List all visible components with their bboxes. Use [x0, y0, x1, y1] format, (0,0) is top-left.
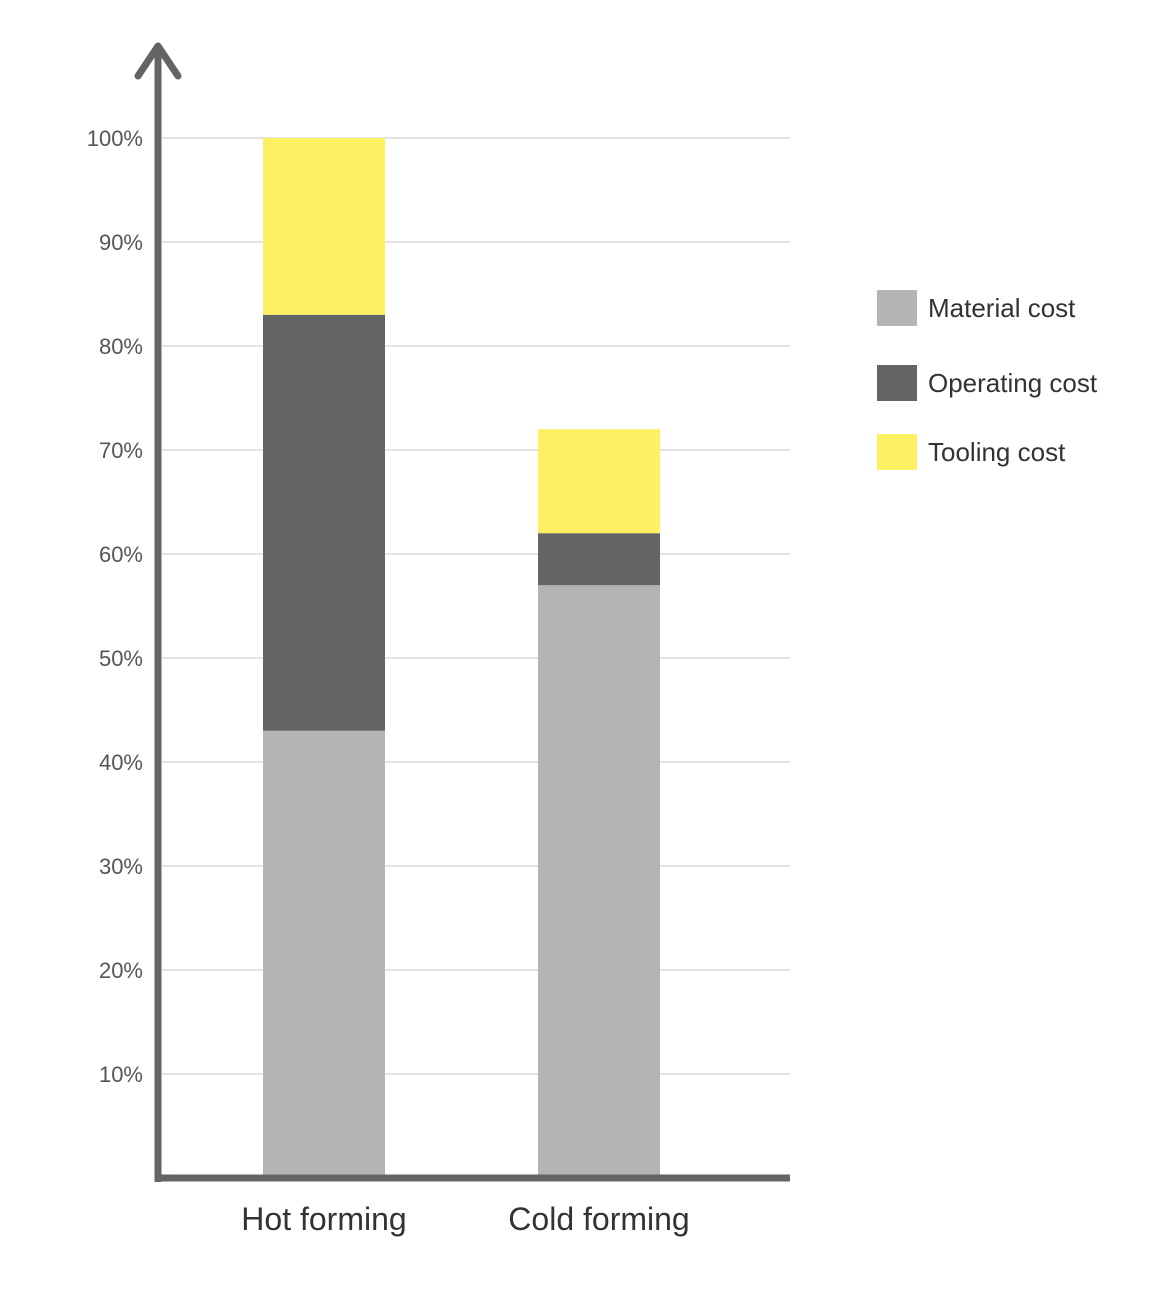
bar-segment-material-cost [263, 730, 385, 1178]
bars [263, 138, 660, 1178]
y-tick-label: 100% [87, 126, 143, 151]
x-category-labels: Hot forming Cold forming [241, 1201, 689, 1237]
legend-swatch [877, 434, 917, 470]
bar-segment-material-cost [538, 585, 660, 1178]
bar-segment-operating-cost [263, 314, 385, 731]
axes [134, 42, 790, 1182]
y-tick-label: 10% [99, 1062, 143, 1087]
x-category-label: Hot forming [241, 1201, 406, 1237]
bar-segment-tooling-cost [263, 138, 385, 315]
y-tick-label: 50% [99, 646, 143, 671]
y-tick-label: 30% [99, 854, 143, 879]
y-tick-label: 40% [99, 750, 143, 775]
x-category-label: Cold forming [508, 1201, 689, 1237]
legend-label: Material cost [928, 293, 1076, 323]
y-tick-label: 20% [99, 958, 143, 983]
y-tick-label: 90% [99, 230, 143, 255]
y-tick-label: 80% [99, 334, 143, 359]
legend-swatch [877, 290, 917, 326]
y-tick-label: 70% [99, 438, 143, 463]
legend-label: Operating cost [928, 368, 1098, 398]
y-tick-labels: 10% 20% 30% 40% 50% 60% 70% 80% 90% 100% [87, 126, 143, 1087]
bar-segment-operating-cost [538, 533, 660, 586]
gridlines [158, 137, 790, 1075]
y-axis-arrow [134, 42, 182, 80]
bar-segment-tooling-cost [538, 429, 660, 534]
legend: Material cost Operating cost Tooling cost [877, 290, 1098, 470]
legend-swatch [877, 365, 917, 401]
y-tick-label: 60% [99, 542, 143, 567]
legend-label: Tooling cost [928, 437, 1066, 467]
